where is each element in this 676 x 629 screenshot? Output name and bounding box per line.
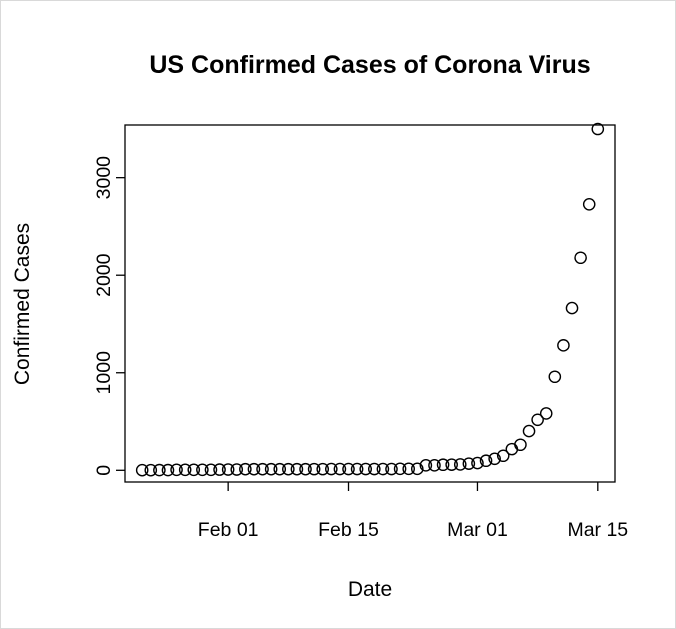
data-point <box>367 462 381 476</box>
data-point <box>187 463 201 477</box>
data-point <box>282 462 295 476</box>
data-point <box>471 456 484 470</box>
data-point <box>445 458 458 471</box>
data-point <box>316 462 330 476</box>
data-point <box>522 424 536 438</box>
data-point <box>453 458 467 471</box>
data-point <box>204 463 218 477</box>
data-point <box>514 438 527 452</box>
data-point <box>548 370 562 384</box>
y-axis-label: Confirmed Cases <box>11 223 34 385</box>
data-point <box>290 462 304 476</box>
data-point <box>161 463 175 477</box>
data-point <box>144 463 158 477</box>
data-point <box>402 462 415 476</box>
data-point <box>436 458 450 472</box>
x-tick-label: Mar 15 <box>567 519 628 541</box>
data-point <box>273 462 287 476</box>
data-point <box>531 413 544 427</box>
y-tick-label: 0 <box>93 465 115 476</box>
data-point <box>505 442 519 456</box>
data-point <box>479 454 493 468</box>
data-point <box>582 198 596 211</box>
data-point <box>574 251 587 265</box>
y-tick-label: 3000 <box>93 156 115 200</box>
data-point <box>230 463 244 476</box>
data-point <box>565 301 579 315</box>
x-axis: Feb 01 Feb 15 Mar 01 Mar 15 <box>198 482 628 541</box>
data-point <box>350 462 364 476</box>
data-point <box>539 407 553 420</box>
plot-area <box>124 124 616 483</box>
data-point <box>196 463 209 477</box>
y-axis: 0 1000 2000 3000 <box>93 156 125 476</box>
data-point <box>428 459 441 472</box>
data-point <box>419 459 433 472</box>
x-tick-label: Feb 01 <box>198 519 259 541</box>
y-tick-label: 1000 <box>93 351 115 395</box>
data-point <box>376 462 390 476</box>
data-point <box>410 462 424 476</box>
data-point <box>488 452 501 466</box>
plot-border <box>124 124 616 483</box>
data-point <box>385 462 398 476</box>
data-point <box>557 339 570 352</box>
data-point <box>135 463 149 477</box>
data-point <box>462 457 476 470</box>
data-point <box>178 463 192 477</box>
data-point <box>496 449 510 463</box>
data-point <box>264 462 278 476</box>
data-point <box>256 462 269 476</box>
data-point <box>213 463 226 476</box>
chart-title: US Confirmed Cases of Corona Virus <box>149 51 590 79</box>
data-points <box>135 122 605 477</box>
x-tick-label: Feb 15 <box>318 519 379 541</box>
data-point <box>153 463 166 477</box>
data-point <box>239 462 252 476</box>
data-point <box>591 122 605 136</box>
data-point <box>307 462 321 476</box>
x-tick-label: Mar 01 <box>447 519 508 541</box>
data-point <box>325 462 338 476</box>
x-axis-label: Date <box>348 578 392 601</box>
data-point <box>247 462 261 476</box>
data-point <box>221 463 235 476</box>
data-point <box>342 462 355 476</box>
data-point <box>333 462 347 476</box>
data-point <box>359 462 373 476</box>
y-tick-label: 2000 <box>93 253 115 297</box>
data-point <box>299 462 312 476</box>
data-point <box>393 462 407 476</box>
data-point <box>170 463 183 477</box>
